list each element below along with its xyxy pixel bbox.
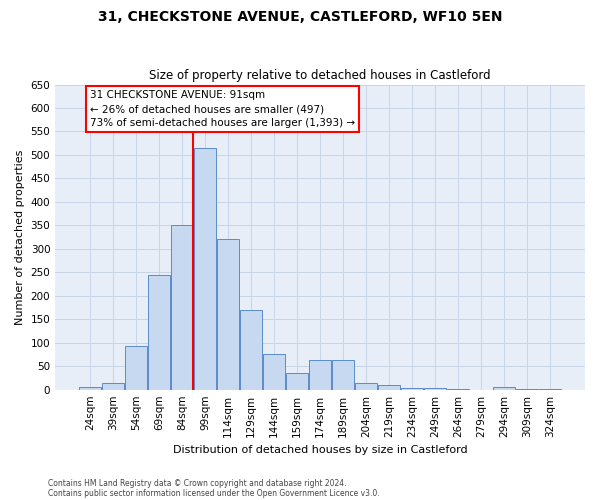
Bar: [125, 346, 147, 390]
Bar: [539, 388, 561, 390]
Bar: [424, 388, 446, 390]
Bar: [263, 354, 285, 390]
Bar: [378, 384, 400, 390]
Bar: [102, 382, 124, 390]
Bar: [171, 226, 193, 390]
Y-axis label: Number of detached properties: Number of detached properties: [15, 150, 25, 325]
Bar: [355, 382, 377, 390]
Bar: [194, 148, 216, 390]
Bar: [493, 388, 515, 390]
Bar: [401, 388, 423, 390]
X-axis label: Distribution of detached houses by size in Castleford: Distribution of detached houses by size …: [173, 445, 467, 455]
Bar: [217, 240, 239, 390]
Text: Contains public sector information licensed under the Open Government Licence v3: Contains public sector information licen…: [48, 488, 380, 498]
Bar: [309, 360, 331, 390]
Bar: [148, 274, 170, 390]
Text: 31, CHECKSTONE AVENUE, CASTLEFORD, WF10 5EN: 31, CHECKSTONE AVENUE, CASTLEFORD, WF10 …: [98, 10, 502, 24]
Bar: [286, 374, 308, 390]
Title: Size of property relative to detached houses in Castleford: Size of property relative to detached ho…: [149, 69, 491, 82]
Bar: [79, 388, 101, 390]
Text: 31 CHECKSTONE AVENUE: 91sqm
← 26% of detached houses are smaller (497)
73% of se: 31 CHECKSTONE AVENUE: 91sqm ← 26% of det…: [90, 90, 355, 128]
Bar: [240, 310, 262, 390]
Text: Contains HM Land Registry data © Crown copyright and database right 2024.: Contains HM Land Registry data © Crown c…: [48, 478, 347, 488]
Bar: [332, 360, 354, 390]
